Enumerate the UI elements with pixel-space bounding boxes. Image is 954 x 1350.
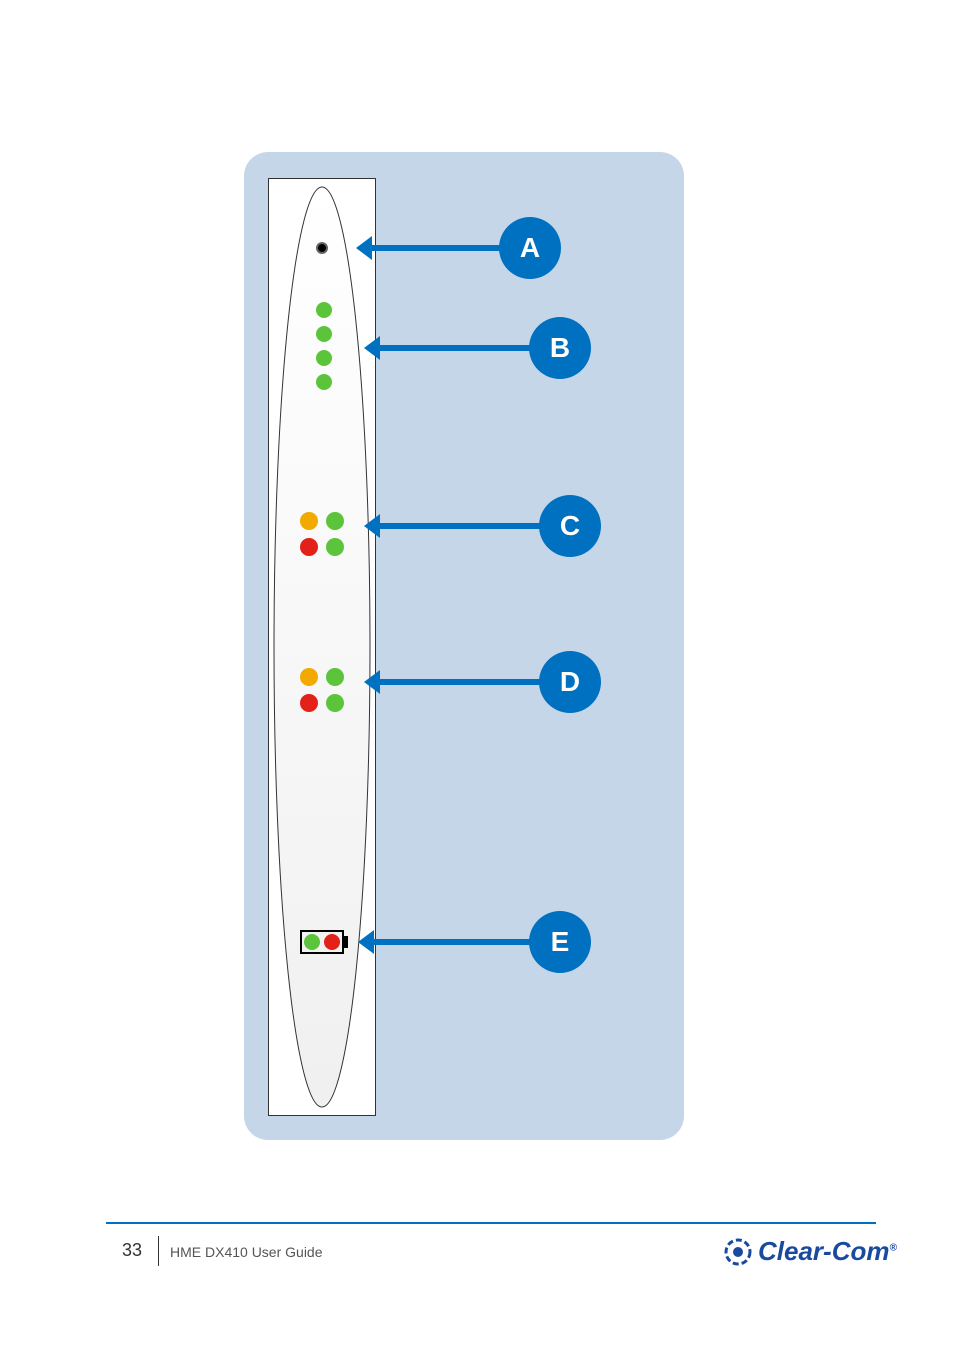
callout-circle: D [539,651,601,713]
signal-led [316,374,332,390]
callout-arrow-icon [364,336,380,360]
signal-led [316,326,332,342]
callout-line [380,679,540,685]
callout-circle: A [499,217,561,279]
status-led [326,538,344,556]
logo-icon [724,1238,752,1266]
page-number: 33 [122,1240,142,1261]
callout-line [372,245,500,251]
status-led [326,512,344,530]
brand-logo: Clear-Com® [724,1236,897,1267]
battery-led [304,934,320,950]
signal-led [316,302,332,318]
callout-arrow-icon [364,670,380,694]
status-led [300,512,318,530]
callout-arrow-icon [358,930,374,954]
callout-arrow-icon [356,236,372,260]
status-led [326,668,344,686]
status-led [300,694,318,712]
callout-circle: E [529,911,591,973]
signal-led [316,350,332,366]
callout-circle: B [529,317,591,379]
callout-arrow-icon [364,514,380,538]
status-led [300,538,318,556]
logo-text: Clear-Com® [758,1236,897,1267]
callout-line [380,345,530,351]
footer-text: HME DX410 User Guide [170,1244,323,1260]
callout-line [380,523,540,529]
callout-circle: C [539,495,601,557]
mic-hole [316,242,328,254]
footer-rule [106,1222,876,1224]
status-led [326,694,344,712]
device-ellipse [0,0,954,1350]
battery-nub [344,936,348,948]
callout-line [374,939,530,945]
status-led [300,668,318,686]
footer-vline [158,1236,159,1266]
page: AB C D E 33 HME DX410 User Guide Clear-Com® [0,0,954,1350]
battery-led [324,934,340,950]
